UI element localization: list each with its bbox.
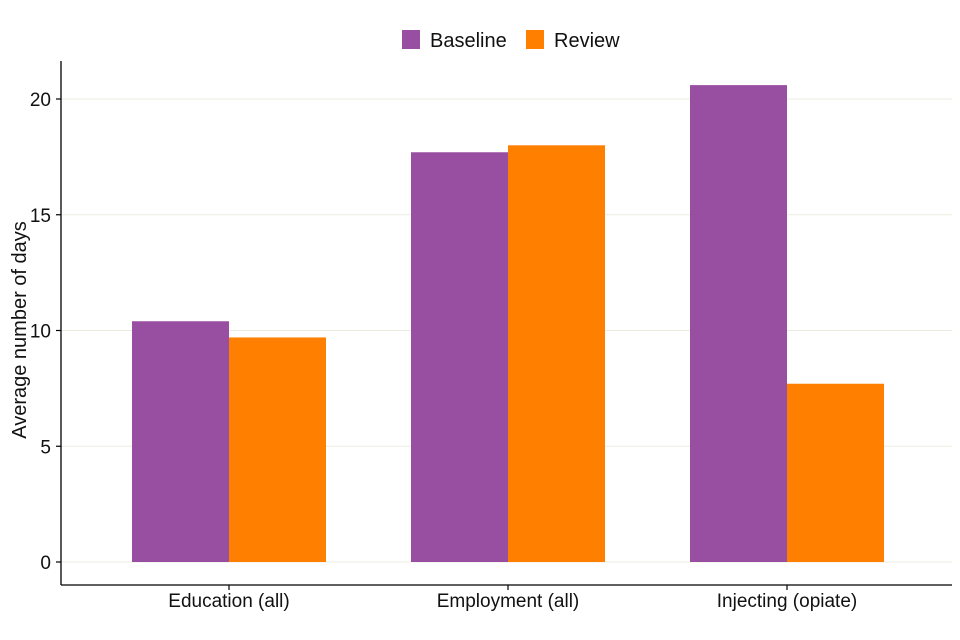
legend-swatch-baseline — [402, 30, 420, 49]
bar-review-3[interactable] — [787, 383, 884, 562]
x-tick-label: Employment (all) — [437, 591, 580, 612]
x-tick-label: Injecting (opiate) — [717, 591, 857, 612]
y-ticks: 0 5 10 15 20 — [30, 90, 61, 574]
y-axis-title: Average number of days — [9, 221, 31, 439]
bar-baseline-1[interactable] — [132, 321, 229, 562]
y-tick-label: 5 — [40, 437, 51, 458]
bar-review-2[interactable] — [508, 145, 605, 563]
x-tick-label: Education (all) — [168, 591, 289, 612]
y-tick-label: 20 — [30, 90, 51, 111]
bar-review-1[interactable] — [229, 337, 326, 562]
legend-swatch-review — [526, 30, 544, 49]
legend[interactable]: Baseline Review — [402, 30, 620, 52]
bars — [132, 85, 884, 563]
bar-baseline-3[interactable] — [690, 85, 787, 563]
legend-label: Baseline — [430, 30, 507, 52]
axes — [60, 61, 952, 586]
x-ticks: Education (all) Employment (all) Injecting… — [168, 585, 857, 612]
legend-label: Review — [554, 30, 620, 52]
y-tick-label: 15 — [30, 206, 51, 227]
legend-item-baseline[interactable]: Baseline — [402, 30, 507, 52]
bar-baseline-2[interactable] — [411, 152, 508, 562]
y-tick-label: 0 — [40, 553, 51, 574]
y-tick-label: 10 — [30, 322, 51, 343]
legend-item-review[interactable]: Review — [526, 30, 620, 52]
